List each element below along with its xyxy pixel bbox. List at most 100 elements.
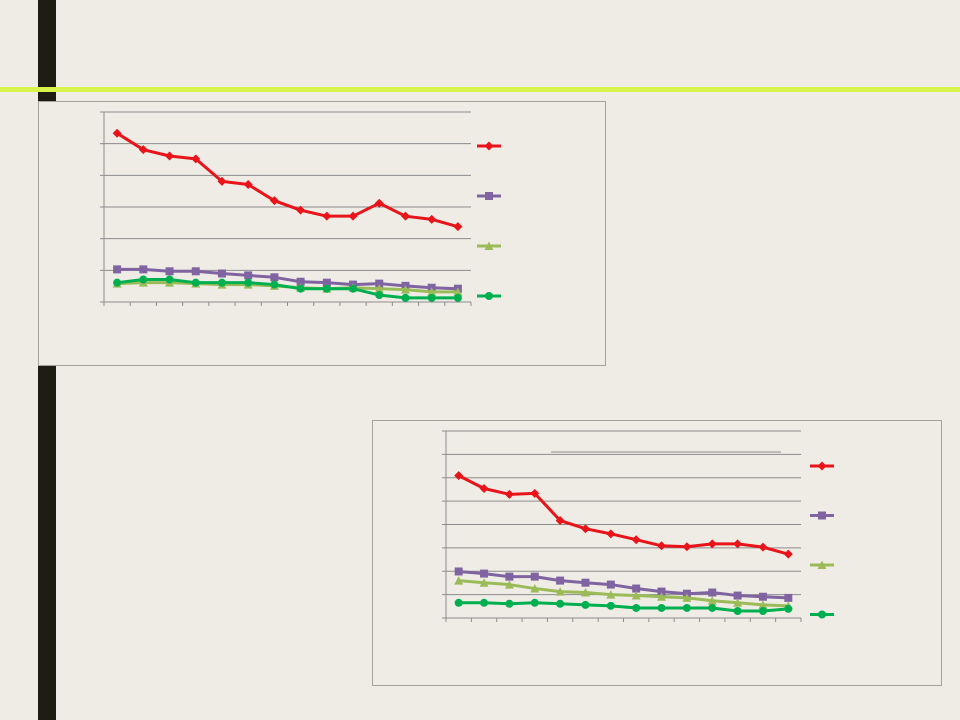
chart1-series-1-point xyxy=(191,154,201,164)
line-chart-2-plot xyxy=(442,430,834,622)
chart2-series-2-point xyxy=(758,592,767,601)
chart2-series-2-point xyxy=(632,584,641,593)
chart2-series-1-point xyxy=(530,488,540,498)
chart2-legend-entry-1 xyxy=(810,461,834,471)
chart1-legend-marker xyxy=(485,192,493,200)
chart2-series-1-point xyxy=(479,484,489,494)
chart2-series-3-point xyxy=(758,600,768,609)
chart2-series-1-point xyxy=(454,471,464,481)
chart2-legend-marker xyxy=(818,610,826,619)
chart2-series-1-point xyxy=(733,539,743,549)
chart2-legend-entry-3 xyxy=(810,560,834,569)
chart1-series-1 xyxy=(112,128,463,232)
chart2-series-2-point xyxy=(480,569,489,578)
chart2-series-2-line xyxy=(458,569,789,600)
chart1-series-2-point xyxy=(322,278,331,287)
slide-accent-line xyxy=(0,87,960,92)
chart1-series-3-point xyxy=(374,284,384,293)
chart2-series-3-point xyxy=(606,590,616,599)
chart1-series-2-point xyxy=(244,271,253,280)
chart1-series-1-point xyxy=(138,145,148,155)
chart2-series-3 xyxy=(454,576,793,610)
chart2-series-3-line xyxy=(458,579,789,608)
chart1-series-1-point xyxy=(112,128,122,138)
chart1-series-2-line xyxy=(117,267,458,291)
chart2-series-4-point xyxy=(758,606,767,615)
chart2-series-1-point xyxy=(758,542,768,552)
chart1-legend-entry-1 xyxy=(477,141,501,151)
chart1-series-4-point xyxy=(139,275,148,284)
chart2-legend-marker xyxy=(817,560,827,569)
chart2-legend-entry-2 xyxy=(810,511,834,520)
chart2-series-4-point xyxy=(581,600,590,609)
chart2-legend-marker xyxy=(818,511,826,520)
chart2-series-1-point xyxy=(631,535,641,545)
chart1-series-1-point xyxy=(165,151,175,161)
chart1-series-4-point xyxy=(322,284,331,293)
chart2-series-2-point xyxy=(556,576,565,585)
chart2-series-2-point xyxy=(530,572,539,581)
chart1-series-4-point xyxy=(217,278,226,287)
chart1-series-4-line xyxy=(116,278,458,300)
chart1-series-2-point xyxy=(375,279,384,288)
chart1-series-2-point xyxy=(270,273,279,282)
chart2-series-1-point xyxy=(504,489,514,499)
chart2-ticks xyxy=(442,430,802,622)
chart2-series-4-point xyxy=(682,603,691,612)
chart1-series-4 xyxy=(113,275,462,302)
chart1-series-2-point xyxy=(217,269,226,278)
chart1-series-1-point xyxy=(348,211,358,221)
chart1-legend-marker xyxy=(484,141,494,151)
chart1-legend-entry-4 xyxy=(477,292,501,300)
chart2-series-4-point xyxy=(530,598,539,607)
chart1-series-1-point xyxy=(374,198,384,208)
chart2-series-4-point xyxy=(733,606,742,615)
line-chart-1-plot xyxy=(100,111,501,306)
chart2-series-2-point xyxy=(581,578,590,587)
chart1-series-1-point xyxy=(243,180,253,190)
chart1-legend-entry-2 xyxy=(477,192,501,200)
chart2-series-3-point xyxy=(479,578,489,587)
chart2-series-3-point xyxy=(733,598,743,607)
chart1-series-4-point xyxy=(113,278,122,287)
chart1-series-3-point xyxy=(453,287,463,296)
chart1-series-4-point xyxy=(401,293,410,302)
chart1-series-2-point xyxy=(296,277,305,286)
line-chart-2 xyxy=(372,420,942,686)
chart1-series-2-point xyxy=(139,265,148,274)
chart2-series-3-point xyxy=(580,588,590,597)
chart1-series-4-point xyxy=(165,275,174,284)
chart2-series-2-point xyxy=(454,567,463,576)
chart1-series-4-point xyxy=(296,284,305,293)
chart1-series-4-point xyxy=(270,280,279,289)
chart1-series-1-point xyxy=(400,211,410,221)
chart2-series-1-point xyxy=(657,541,667,551)
chart2-series-4-point xyxy=(708,603,717,612)
chart1-legend-entry-3 xyxy=(477,241,501,250)
chart2-gridlines xyxy=(446,430,801,596)
chart2-series-1-point xyxy=(783,549,793,559)
chart2-series-3-point xyxy=(682,593,692,602)
chart2-series-2-point xyxy=(657,587,666,596)
chart1-series-4-point xyxy=(244,278,253,287)
chart1-series-1-point xyxy=(322,211,332,221)
chart1-series-1-point xyxy=(427,214,437,224)
chart1-series-3-point xyxy=(427,287,437,296)
chart2-series-1-point xyxy=(682,542,692,552)
chart1-series-2-point xyxy=(165,267,174,276)
chart2-series-4-point xyxy=(784,604,793,613)
chart1-series-1-line xyxy=(116,131,459,229)
chart1-series-4-point xyxy=(375,291,384,300)
chart1-series-4-point xyxy=(427,293,436,302)
chart2-series-3-point xyxy=(657,592,667,601)
chart1-series-1-point xyxy=(269,196,279,206)
chart2-series-4-point xyxy=(454,598,463,607)
chart2-series-1-point xyxy=(606,529,616,539)
chart2-series-4-point xyxy=(556,599,565,608)
chart2-legend-entry-4 xyxy=(810,610,834,619)
chart1-legend-marker xyxy=(485,292,493,300)
chart1-series-4-point xyxy=(349,284,358,293)
chart2-series-3-point xyxy=(504,580,514,589)
chart2-series-2-point xyxy=(708,588,717,597)
chart2-series-2-point xyxy=(505,572,514,581)
